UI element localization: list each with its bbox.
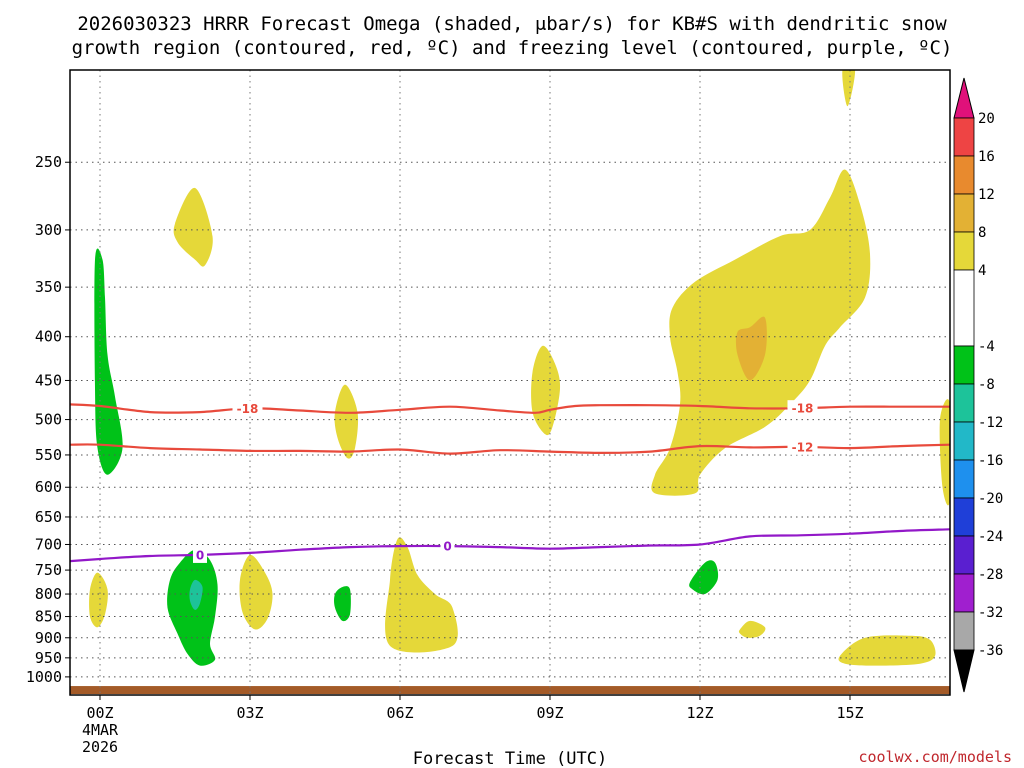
contour-label-bg	[440, 538, 455, 555]
y-tick-label: 750	[35, 561, 62, 579]
contour-label-bg	[193, 546, 207, 563]
contour-label--12: -12	[792, 440, 814, 454]
colorbar-label: 8	[978, 225, 986, 241]
colorbar-segment	[953, 421, 975, 461]
x-tick-label: 15Z	[836, 704, 863, 722]
y-tick-label: 650	[35, 508, 62, 526]
omega-region-y1	[173, 187, 213, 267]
omega-region-y7	[89, 572, 108, 628]
y-tick-label: 500	[35, 411, 62, 429]
colorbar: 20 16 12 8 4 -4 -8 -12 -16 -20 -24 -28 -32 -36	[953, 77, 1003, 693]
colorbar-label: -24	[978, 529, 1003, 545]
grid	[70, 70, 950, 695]
ground-bar	[70, 686, 950, 694]
colorbar-segment	[953, 345, 975, 385]
y-tick-label: 350	[35, 278, 62, 296]
colorbar-label: -4	[978, 339, 995, 355]
contour-label--18: -18	[792, 402, 814, 416]
colorbar-label: -8	[978, 377, 995, 393]
y-tick-label: 400	[35, 328, 62, 346]
colorbar-label: -16	[978, 453, 1003, 469]
omega-region-y5	[842, 70, 856, 107]
omega-region-y2	[334, 384, 359, 459]
colorbar-segment	[953, 117, 975, 157]
colorbar-segment	[953, 535, 975, 575]
credit-text: coolwx.com/models	[858, 748, 1012, 766]
y-tick-label: 550	[35, 446, 62, 464]
y-tick-label: 250	[35, 153, 62, 171]
omega-region-g3	[334, 586, 351, 622]
omega-shading	[89, 70, 950, 666]
omega-region-y6	[939, 399, 950, 506]
colorbar-label: 12	[978, 187, 995, 203]
colorbar-label: 16	[978, 149, 995, 165]
y-tick-label: 600	[35, 478, 62, 496]
omega-region-y10	[738, 620, 766, 638]
contour-label-0: 0	[443, 540, 451, 554]
colorbar-segment	[953, 383, 975, 423]
colorbar-segment	[953, 573, 975, 613]
contour-label-bg	[232, 400, 263, 417]
x-tick-label: 00Z	[86, 704, 113, 722]
omega-region-g2	[167, 549, 218, 666]
omega-region-t1	[189, 579, 203, 610]
contour-label-bg	[787, 400, 818, 417]
contour-label--18: -18	[237, 402, 259, 416]
contour-line--18	[70, 403, 950, 414]
contours: -18 -18 -12 0 0	[70, 400, 950, 563]
y-tick-label: 450	[35, 371, 62, 389]
colorbar-segment	[953, 193, 975, 233]
y-tick-label: 950	[35, 649, 62, 667]
colorbar-segment	[953, 269, 975, 347]
ground-layer	[70, 686, 950, 694]
colorbar-segment	[953, 231, 975, 271]
y-tick-label: 1000	[26, 668, 62, 686]
plot-frame	[69, 69, 951, 696]
colorbar-segment	[953, 459, 975, 499]
colorbar-bottom-arrow	[953, 649, 975, 693]
y-tick-label: 850	[35, 608, 62, 626]
omega-region-o1	[735, 316, 767, 381]
colorbar-label: 20	[978, 111, 995, 127]
x-tick-year: 2026	[82, 738, 118, 756]
y-tick-label: 700	[35, 535, 62, 553]
colorbar-segment	[953, 155, 975, 195]
contour-label-0: 0	[196, 548, 204, 562]
x-tick-date: 4MAR	[82, 721, 119, 739]
y-tick-label: 900	[35, 629, 62, 647]
y-tick-label: 300	[35, 221, 62, 239]
colorbar-segment	[953, 497, 975, 537]
x-tick-label: 06Z	[386, 704, 413, 722]
colorbar-label: -32	[978, 605, 1003, 621]
x-axis-label: Forecast Time (UTC)	[413, 749, 607, 768]
colorbar-label: -36	[978, 643, 1003, 659]
colorbar-label: -28	[978, 567, 1003, 583]
colorbar-label: 4	[978, 263, 986, 279]
x-tick-label: 12Z	[686, 704, 713, 722]
colorbar-label: -12	[978, 415, 1003, 431]
x-tick-label: 09Z	[536, 704, 563, 722]
chart-title-line1: 2026030323 HRRR Forecast Omega (shaded, …	[77, 13, 947, 35]
colorbar-top-arrow	[953, 77, 975, 119]
omega-region-y9	[385, 537, 458, 653]
omega-region-g1	[94, 248, 123, 475]
colorbar-label: -20	[978, 491, 1003, 507]
chart-title-line2: growth region (contoured, red, ºC) and f…	[72, 37, 953, 59]
x-tick-label: 03Z	[236, 704, 263, 722]
omega-region-g4	[689, 560, 719, 595]
contour-label-bg	[787, 438, 818, 455]
y-axis: 250 300 350 400 450 500 550 600 650 700 750 800 850 9…	[26, 153, 70, 686]
colorbar-segment	[953, 611, 975, 651]
y-tick-label: 800	[35, 585, 62, 603]
omega-region-y8	[239, 554, 273, 630]
